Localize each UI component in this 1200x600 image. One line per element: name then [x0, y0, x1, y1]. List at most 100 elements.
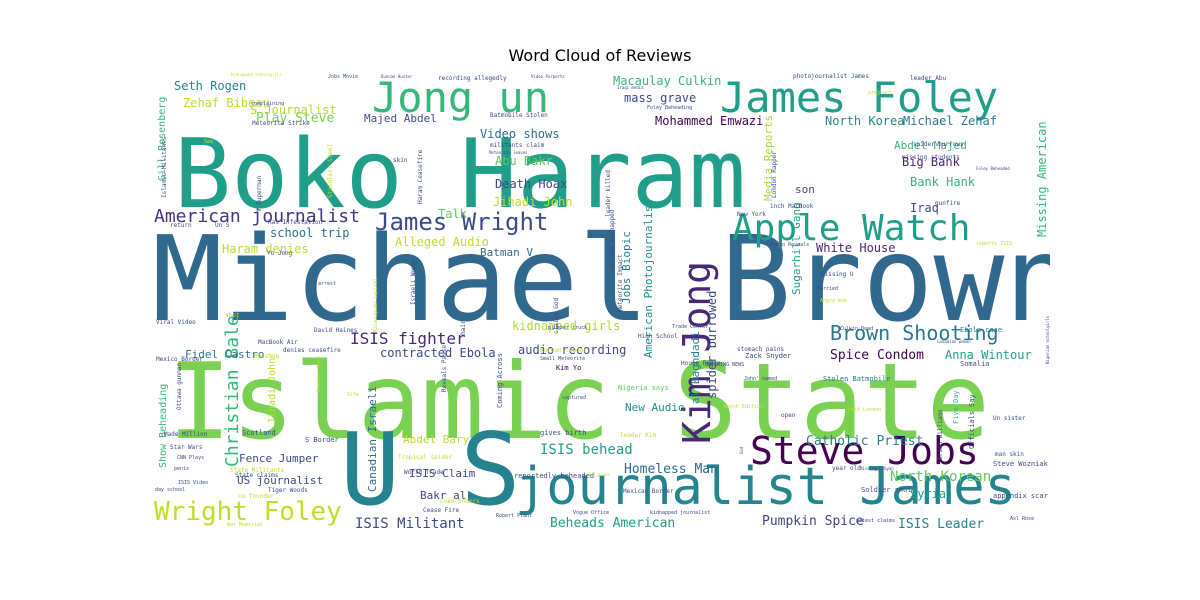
word-london-rapper: London Rapper — [771, 151, 778, 198]
word-god: God — [739, 446, 744, 454]
word-michael-zehaf: Michael Zehaf — [903, 114, 997, 128]
word-show-beheading: Show Beheading — [158, 384, 169, 468]
word-made-million: Made Million — [164, 431, 208, 438]
word-scotland: Scotland — [242, 429, 276, 437]
word-reportedly-beheaded: reportedly beheaded — [514, 472, 594, 480]
word-james-wright: James Wright — [375, 208, 548, 236]
word-michael-brown: Michael Brown — [152, 210, 1050, 348]
word-message: Message — [254, 353, 280, 360]
word-appendix-scar: appendix scar — [993, 492, 1048, 500]
word-u-s: U S — [340, 411, 521, 528]
word-open: open — [781, 412, 796, 419]
word-isis-militant: ISIS Militant — [355, 516, 465, 532]
word-isis-video: ISIS Video — [178, 480, 208, 486]
word-kim-yo: Kim Yo — [556, 364, 581, 372]
word-canadian-israeli: Canadian Israeli — [366, 386, 379, 492]
word-duncan-hunter: Duncan Hunter — [381, 74, 413, 79]
word-cnn-plays: CNN Plays — [177, 455, 204, 461]
word-denies-ceasefire: denies ceasefire — [283, 347, 341, 354]
word-inch-macbook: inch MacBook — [770, 203, 814, 210]
word-watch-edition: Watch Edition — [724, 404, 763, 410]
word-jihadi-john: Jihadi John' — [267, 352, 278, 424]
word-recording-allegedly: recording allegedly — [438, 75, 507, 82]
word-al-baghdadi: al Baghdadi — [689, 331, 702, 404]
word-tropical-spider: Tropical spider — [398, 454, 453, 461]
word-priest-claims: priest claims — [856, 518, 895, 524]
word-spider-burrowed: spider burrowed — [705, 291, 719, 399]
word-play-steve: Play Steve — [256, 111, 334, 126]
word-man-skin: man skin — [995, 451, 1024, 458]
word-day-school: day school — [155, 487, 185, 493]
word-israeli-woman: Israeli Woman — [410, 258, 417, 305]
word-yo-jong: Yo Jong — [267, 250, 293, 257]
word-gunfire: gunfire — [935, 200, 961, 207]
word-wright-foley: Wright Foley — [154, 497, 342, 527]
word-nigerian-schoolgirls: Nigerian schoolgirls — [1045, 315, 1050, 364]
word-mass-grave: mass grave — [624, 91, 696, 105]
word-audio-recording: audio recording — [518, 343, 626, 357]
word-macaulay-culkin: Macaulay Culkin — [613, 74, 721, 88]
word-breaking-news: BREAKING NEWS — [705, 362, 744, 368]
word-beheads-american: Beheads American — [550, 516, 675, 531]
word-sugarhill-gang: Sugarhill Gang — [790, 202, 803, 295]
word-white-house: White House — [816, 241, 895, 255]
word-militants-claim: militants claim — [490, 142, 545, 149]
word-foley-beheading: Foley Beheading — [647, 105, 692, 111]
word-batmobile-stolen: Batmobile Stolen — [490, 112, 548, 119]
word-steve-jobs: Steve Jobs — [750, 429, 979, 473]
word-mexican-border: Mexican Border — [623, 488, 674, 495]
word-meteorite-impact: Meteorite Impact — [617, 254, 624, 312]
word-robert-plant: Robert Plant — [496, 513, 532, 519]
word-penis: penis — [174, 466, 189, 472]
word-photojournalist-james: photojournalist James — [793, 73, 869, 80]
word-catholic-priest: Catholic Priest — [806, 434, 923, 449]
word-kidnapped-girls: kidnapped girls — [512, 319, 620, 333]
word-haram-denies: Haram denies — [222, 242, 309, 256]
word-officials-say: Officials Say — [968, 394, 976, 449]
word-missing-american: Missing American — [1035, 121, 1049, 237]
word-hair: hair — [460, 320, 467, 335]
word-leader-kim: leader Kim — [620, 432, 657, 439]
word-abdel-bary: Abdel Bary — [403, 433, 470, 446]
word-s-border: S Border — [305, 436, 339, 444]
word-zehaf-bibeau: Zehaf Bibeau — [183, 96, 270, 110]
word-isis-fighter: ISIS fighter — [350, 329, 466, 348]
word-steve-wozniak: Steve Wozniak — [993, 460, 1049, 468]
word-media-reports: Media Reports — [762, 115, 775, 201]
word-iraq: Iraq — [910, 201, 939, 215]
word-un-s: Un S — [215, 222, 230, 229]
word-nun-gives: Nun gives — [588, 472, 610, 477]
word-brian-williams: Brian Williams — [937, 409, 944, 460]
word-world-trade: World Trade — [404, 469, 444, 476]
word-abdel-majed: Abdel Majed — [894, 139, 967, 152]
word-new-audio: New Audio — [625, 401, 685, 414]
word-meteorite-strike: Meteorite Strike — [252, 120, 310, 127]
word-missing-libyan: Missing Libyan — [860, 466, 894, 471]
word-pumpkin-spice: Pumpkin Spice — [762, 514, 864, 529]
word-arrest: arrest — [318, 281, 336, 287]
word-jihadi-john: Jihadi John — [493, 195, 572, 209]
word-sife: Sife — [347, 392, 359, 398]
word-american-journalist: American journalist — [154, 206, 360, 227]
word-predictor-drone: Predictor Drone — [316, 355, 321, 392]
word-foley-beheaded: Foley Beheaded — [976, 166, 1010, 171]
word-school-trip: school trip — [270, 226, 349, 240]
word-jong-un: Jong un — [372, 73, 549, 122]
word-contracted-ebola: contracted Ebola — [380, 346, 496, 360]
word-north-korea: North Korea — [825, 114, 904, 128]
word-american-photojournalist: American Photojournalist — [642, 199, 655, 358]
word-skin: skin — [393, 157, 408, 164]
word-alleged-audio: Alleged Audio — [395, 235, 489, 249]
word-s-journalist: S Journalist — [250, 103, 337, 117]
word-brown-shooting: Brown Shooting — [830, 321, 999, 345]
word-mexico-border: Mexico Border — [156, 356, 203, 363]
word-star-wars: Star Wars — [170, 444, 203, 451]
word-us-journalist: US journalist — [237, 474, 323, 487]
word-james-foley: James Foley — [720, 73, 998, 122]
word-meteorite-leaves: Meteorite leaves — [489, 150, 528, 155]
word-boko-haram: Boko Haram — [174, 120, 746, 230]
word-tiger-woods: Tiger Woods — [268, 487, 308, 494]
word-v-superman: V Superman — [256, 175, 263, 212]
